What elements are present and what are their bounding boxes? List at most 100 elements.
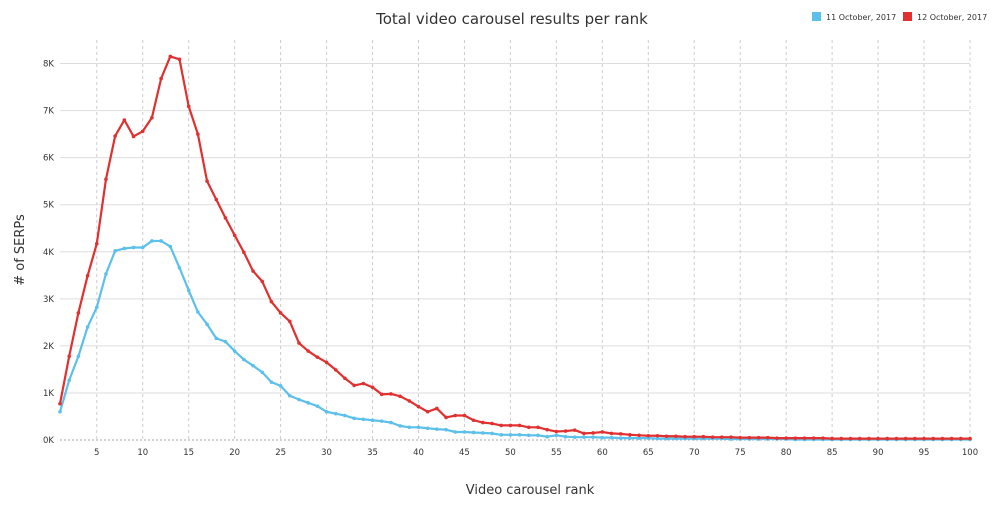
x-tick-label: 10	[137, 448, 148, 458]
data-point-series-0	[168, 244, 173, 249]
data-point-series-1	[471, 418, 476, 423]
y-axis-ticks: 0K 1K 2K 3K 4K 5K 6K 7K 8K	[43, 60, 54, 446]
data-point-series-1	[379, 392, 384, 397]
x-tick-label: 50	[505, 448, 516, 458]
data-point-series-0	[269, 380, 274, 384]
data-point-series-1	[407, 399, 412, 403]
data-point-series-0	[370, 418, 375, 423]
data-point-series-1	[131, 134, 136, 139]
legend-label-series-0: 11 October, 2017	[826, 13, 896, 22]
data-point-series-1	[306, 349, 310, 353]
data-point-series-0	[435, 427, 439, 431]
data-point-series-0	[67, 378, 71, 383]
data-point-series-0	[104, 272, 108, 276]
data-point-series-1	[196, 132, 200, 136]
data-point-series-1	[674, 434, 678, 439]
data-point-series-1	[692, 434, 697, 439]
y-tick-label: 8K	[43, 60, 54, 70]
data-point-series-0	[471, 430, 476, 435]
data-point-series-0	[416, 425, 421, 430]
x-tick-label: 75	[735, 448, 746, 458]
data-point-series-0	[572, 435, 577, 439]
data-point-series-1	[793, 436, 798, 440]
data-point-series-1	[765, 435, 770, 440]
y-tick-label: 1K	[43, 389, 54, 399]
data-point-series-0	[425, 426, 430, 431]
data-point-series-0	[94, 305, 99, 310]
data-point-series-1	[811, 436, 816, 440]
data-point-series-0	[85, 325, 90, 329]
y-tick-label: 2K	[43, 342, 54, 352]
data-point-series-1	[223, 216, 228, 220]
data-point-series-1	[876, 436, 880, 441]
data-point-series-1	[260, 279, 265, 284]
data-point-series-1	[940, 436, 945, 441]
x-tick-label: 45	[459, 448, 470, 458]
data-point-series-1	[416, 404, 421, 409]
y-tick-label: 5K	[43, 201, 54, 211]
data-point-series-1	[710, 435, 715, 439]
data-point-series-1	[343, 376, 347, 381]
x-tick-label: 55	[551, 448, 562, 458]
y-tick-label: 0K	[43, 436, 54, 446]
x-tick-label: 40	[413, 448, 424, 458]
data-point-series-1	[85, 273, 90, 278]
data-point-series-1	[508, 423, 513, 428]
y-tick-label: 3K	[43, 295, 54, 305]
x-tick-label: 70	[689, 448, 700, 458]
data-point-series-1	[591, 431, 595, 435]
data-point-series-1	[738, 435, 742, 440]
data-point-series-1	[600, 430, 605, 434]
data-point-series-0	[131, 245, 136, 250]
data-point-series-1	[913, 436, 917, 441]
data-point-series-0	[288, 393, 292, 398]
data-point-series-1	[278, 311, 283, 315]
data-point-series-0	[324, 409, 329, 414]
x-tick-label: 20	[229, 448, 240, 458]
data-point-series-0	[637, 436, 641, 440]
data-point-series-0	[214, 336, 219, 341]
data-point-series-1	[784, 436, 788, 440]
data-point-series-0	[618, 436, 623, 440]
data-point-series-0	[379, 419, 384, 423]
legend-swatch-series-1	[903, 12, 912, 21]
data-point-series-1	[288, 319, 292, 324]
data-point-series-0	[315, 404, 320, 408]
data-point-series-1	[885, 436, 890, 441]
data-point-series-1	[664, 434, 669, 439]
data-point-series-1	[315, 355, 320, 359]
data-point-series-0	[490, 431, 494, 436]
data-point-series-1	[802, 436, 807, 440]
x-tick-label: 100	[962, 448, 978, 458]
chart-title: Total video carousel results per rank	[375, 10, 648, 28]
data-point-series-1	[655, 433, 660, 438]
data-point-series-1	[113, 134, 117, 138]
data-point-series-0	[140, 245, 145, 250]
data-point-series-1	[609, 431, 614, 436]
data-point-series-1	[839, 436, 844, 441]
series-line-1	[58, 55, 972, 440]
data-point-series-1	[821, 436, 825, 440]
data-point-series-1	[297, 341, 301, 345]
x-tick-label: 85	[827, 448, 838, 458]
data-point-series-1	[462, 413, 467, 418]
x-tick-label: 95	[919, 448, 930, 458]
data-point-series-0	[444, 427, 448, 432]
data-point-series-0	[205, 322, 209, 327]
data-point-series-0	[517, 433, 522, 437]
data-point-series-0	[453, 430, 458, 434]
data-point-series-1	[67, 354, 71, 359]
data-point-series-1	[949, 436, 954, 441]
data-point-series-0	[251, 363, 255, 368]
data-point-series-1	[150, 115, 154, 120]
data-point-series-1	[435, 406, 439, 411]
data-point-series-1	[269, 299, 274, 304]
data-point-series-1	[554, 429, 559, 434]
data-point-series-0	[186, 288, 191, 293]
data-point-series-1	[76, 311, 81, 315]
x-tick-label: 35	[367, 448, 378, 458]
data-point-series-1	[159, 76, 163, 81]
data-point-series-1	[140, 129, 145, 134]
data-point-series-1	[214, 197, 219, 202]
grid	[60, 40, 971, 441]
